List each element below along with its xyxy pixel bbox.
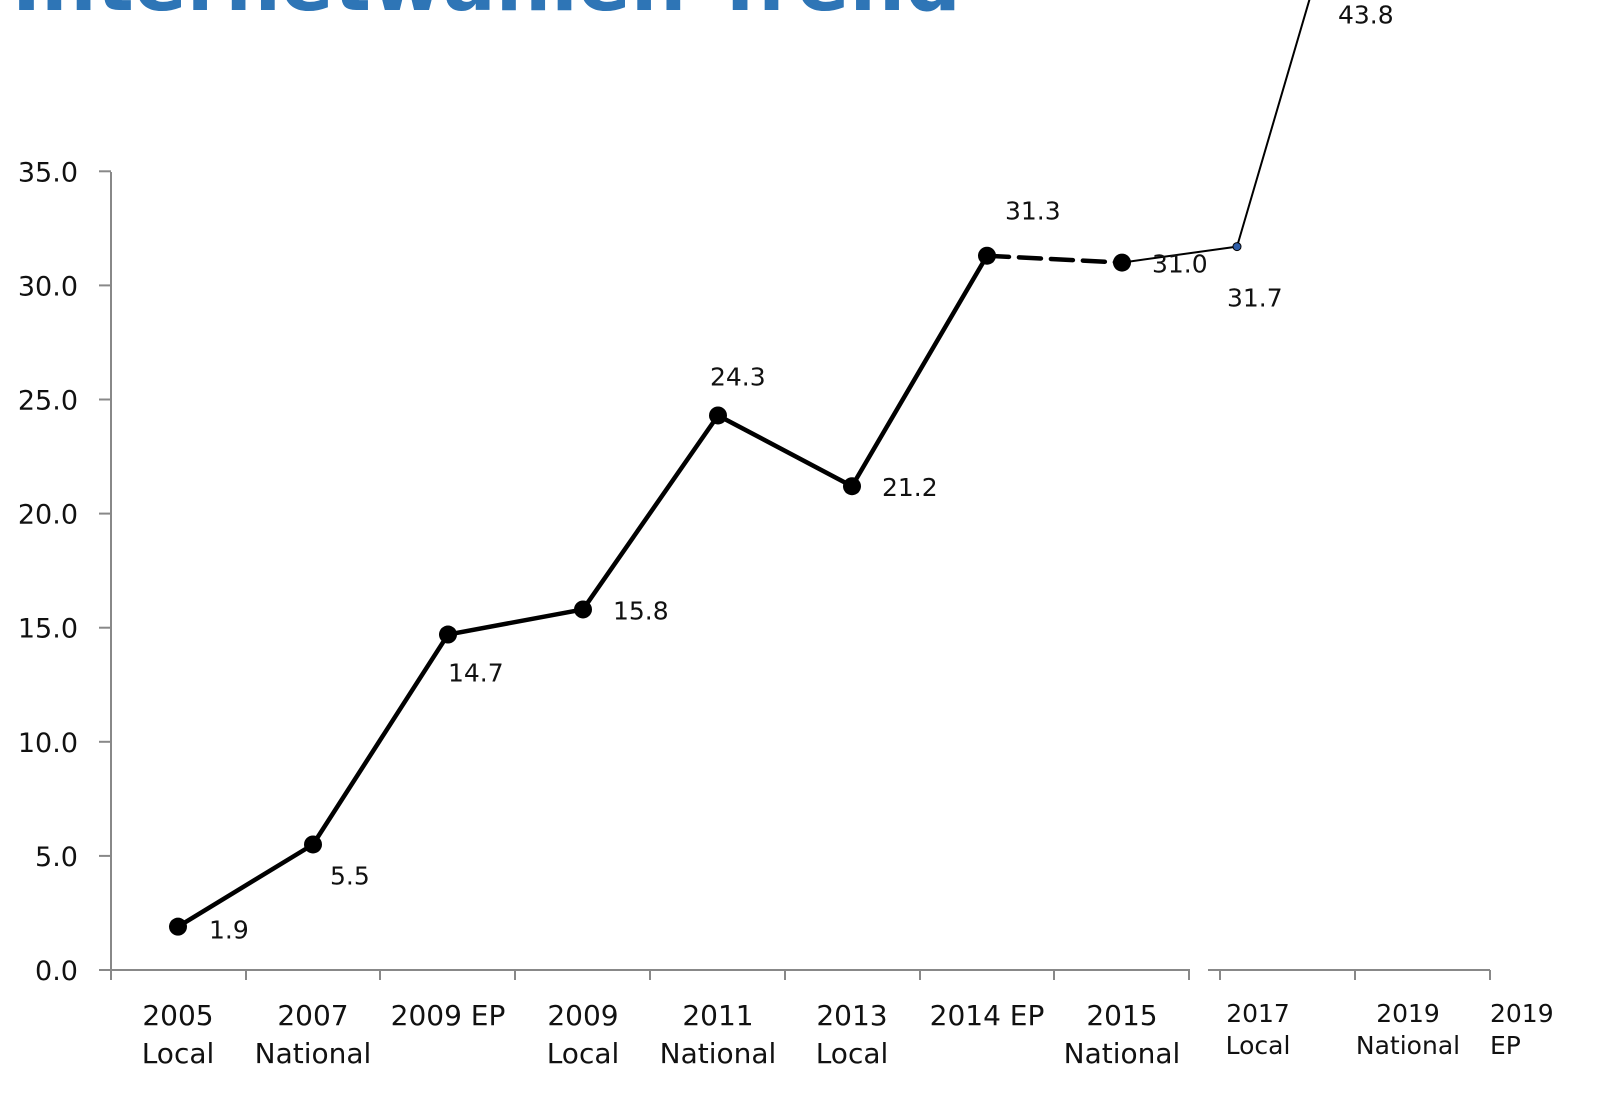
- x-category-label: 2011: [682, 999, 753, 1032]
- data-point: [843, 477, 861, 496]
- x-category-sublabel: National: [255, 1037, 372, 1070]
- x-category-sublabel: EP: [1490, 1031, 1521, 1060]
- x-category-label: 2015: [1086, 999, 1157, 1032]
- series-segment: [1236, 0, 1311, 248]
- y-tick-label: 25.0: [18, 386, 78, 417]
- series-segment: [715, 413, 855, 489]
- y-tick-label: 10.0: [18, 728, 78, 759]
- x-category-label: 2014 EP: [930, 999, 1045, 1032]
- x-category-label: 2019: [1490, 999, 1554, 1028]
- data-label: 31.7: [1227, 284, 1283, 313]
- series-points: [169, 242, 1242, 936]
- data-point: [304, 835, 322, 854]
- data-label: 21.2: [882, 473, 938, 502]
- data-point: [439, 625, 457, 644]
- series-segment: [580, 413, 721, 612]
- data-label: 5.5: [330, 861, 370, 890]
- data-point: [1113, 253, 1131, 272]
- y-tick-label: 15.0: [18, 614, 78, 645]
- x-category-label: 2013: [816, 999, 887, 1032]
- series-segment: [175, 842, 316, 929]
- x-category-label: 2019: [1376, 999, 1440, 1028]
- y-tick-label: 35.0: [18, 157, 78, 188]
- y-tick-label: 30.0: [18, 271, 78, 302]
- series-segment: [849, 253, 990, 489]
- chart-title: Internetwahlen Trend: [12, 0, 961, 29]
- x-category-sublabel: Local: [1226, 1031, 1291, 1060]
- data-point: [709, 406, 727, 425]
- data-point: [169, 917, 187, 936]
- x-category-sublabel: Local: [816, 1037, 889, 1070]
- x-category-label: 2009: [547, 999, 618, 1032]
- data-labels: 1.95.514.715.824.321.231.331.031.743.846…: [209, 0, 1394, 945]
- series-segment: [984, 253, 1125, 265]
- y-tick-label: 20.0: [18, 500, 78, 531]
- x-category-label: 2007: [277, 999, 348, 1032]
- axes: [99, 170, 1491, 980]
- series-segment: [1121, 245, 1238, 264]
- x-category-label: 2017: [1226, 999, 1290, 1028]
- x-category-sublabel: National: [1064, 1037, 1181, 1070]
- x-category-label: 2005: [142, 999, 213, 1032]
- data-label: 1.9: [209, 916, 249, 945]
- x-category-sublabel: National: [1356, 1031, 1460, 1060]
- data-label: 43.8: [1338, 0, 1394, 29]
- series-segment: [310, 632, 451, 847]
- y-axis-labels: 0.0 5.0 10.0 15.0 20.0 25.0 30.0 35.0: [18, 157, 78, 987]
- series-segment: [445, 607, 586, 637]
- data-point: [1232, 242, 1242, 252]
- data-point: [978, 246, 996, 265]
- data-label: 24.3: [710, 362, 766, 391]
- x-category-sublabel: National: [660, 1037, 777, 1070]
- data-label: 14.7: [448, 659, 504, 688]
- x-category-sublabel: Local: [547, 1037, 620, 1070]
- y-tick-label: 5.0: [35, 842, 78, 873]
- x-axis-labels: 2005 Local 2007 National 2009 EP 2009 Local 201…: [142, 999, 1554, 1070]
- x-category-sublabel: Local: [142, 1037, 215, 1070]
- x-category-label: 2009 EP: [391, 999, 506, 1032]
- data-label: 31.0: [1152, 250, 1208, 279]
- data-point: [574, 600, 592, 619]
- series-lines: [175, 0, 1311, 929]
- data-label: 15.8: [613, 596, 669, 625]
- data-label: 31.3: [1005, 197, 1061, 226]
- y-tick-label: 0.0: [35, 956, 78, 987]
